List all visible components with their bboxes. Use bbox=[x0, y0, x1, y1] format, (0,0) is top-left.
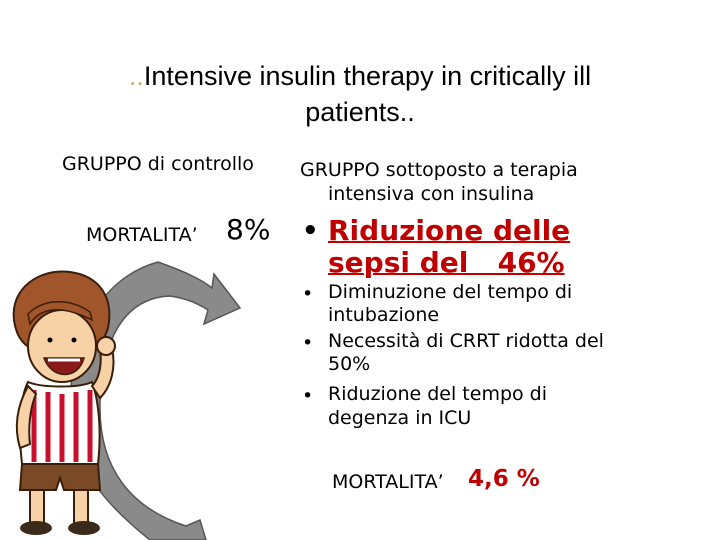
slide-title: ..Intensive insulin therapy in criticall… bbox=[40, 58, 680, 130]
control-group-label: GRUPPO di controllo bbox=[62, 153, 254, 175]
list-item-bullet: • bbox=[302, 283, 314, 305]
cartoon-figure bbox=[12, 261, 242, 540]
title-line-1: Intensive insulin therapy in critically … bbox=[143, 61, 592, 91]
title-dots: .. bbox=[128, 61, 144, 91]
treatment-mortality-label: MORTALITA’ bbox=[332, 471, 444, 493]
list-item-line-2: 50% bbox=[328, 353, 371, 375]
cartoon-girl-illustration bbox=[12, 270, 116, 535]
control-mortality-value: 8% bbox=[226, 213, 271, 246]
highlight-line-1: Riduzione delle bbox=[328, 214, 571, 247]
list-item-line-1: Necessità di CRRT ridotta del bbox=[328, 330, 604, 352]
highlight-line-2: sepsi del 46% bbox=[328, 246, 565, 279]
treatment-group-label-line-2: intensiva con insulina bbox=[328, 183, 535, 205]
treatment-mortality-value: 4,6 % bbox=[468, 466, 540, 492]
list-item-bullet: • bbox=[302, 332, 314, 354]
title-line-2: patients.. bbox=[305, 97, 415, 127]
list-item-line-2: degenza in ICU bbox=[328, 407, 472, 429]
treatment-group-label: GRUPPO sottoposto a terapia bbox=[300, 159, 578, 181]
highlight-bullet: • bbox=[302, 216, 319, 246]
list-item-line-1: Diminuzione del tempo di bbox=[328, 281, 573, 303]
control-mortality-label: MORTALITA’ bbox=[86, 224, 198, 246]
list-item-line-1: Riduzione del tempo di bbox=[328, 383, 548, 405]
list-item-bullet: • bbox=[302, 385, 314, 407]
list-item-line-2: intubazione bbox=[328, 304, 440, 326]
